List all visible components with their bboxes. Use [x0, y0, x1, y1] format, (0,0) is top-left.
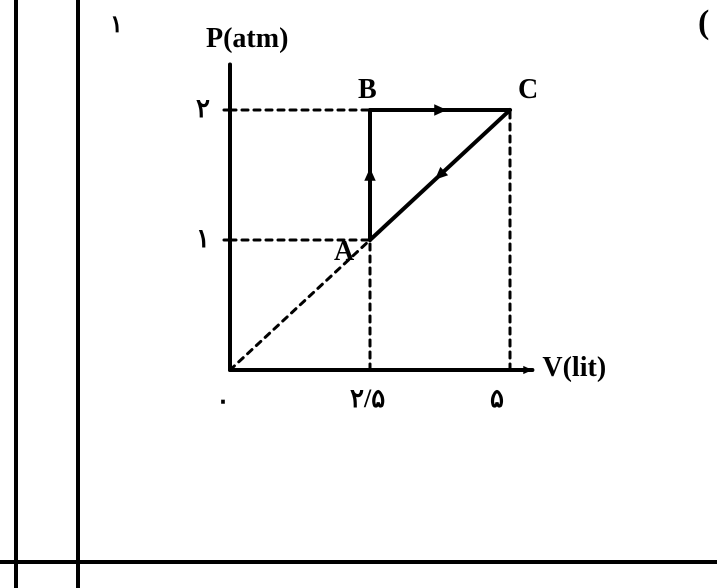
- point-B: B: [358, 74, 377, 106]
- origin-label: ٠: [216, 386, 230, 416]
- xtick-5: ۵: [490, 384, 504, 414]
- right-paren-fragment: (: [698, 4, 709, 42]
- xtick-2.5: ٢/۵: [350, 384, 385, 414]
- table-border-bottom: [0, 560, 717, 564]
- point-C: C: [518, 74, 538, 106]
- pv-diagram: P(atm)V(lit)١٢٢/۵۵٠ABC: [180, 10, 600, 450]
- x-axis-label: V(lit): [542, 352, 606, 384]
- ytick-1: ١: [196, 224, 210, 254]
- y-axis-label: P(atm): [206, 23, 288, 55]
- question-number: ١: [110, 10, 123, 39]
- table-border-left-1: [14, 0, 18, 588]
- point-A: A: [334, 236, 354, 268]
- ytick-2: ٢: [196, 94, 210, 124]
- table-border-left-2: [76, 0, 80, 588]
